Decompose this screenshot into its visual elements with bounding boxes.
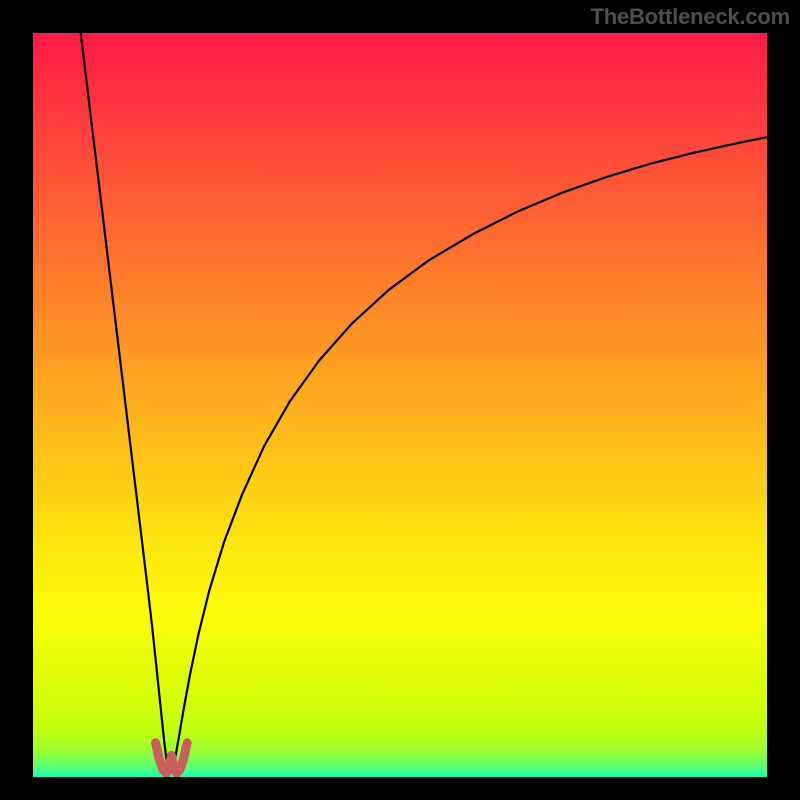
frame-border-right bbox=[767, 0, 800, 800]
gradient-background bbox=[33, 33, 767, 777]
frame-border-bottom bbox=[0, 777, 800, 800]
plot-canvas bbox=[0, 0, 800, 800]
chart-stage: TheBottleneck.com bbox=[0, 0, 800, 800]
frame-border-left bbox=[0, 0, 33, 800]
watermark-text: TheBottleneck.com bbox=[590, 4, 790, 30]
